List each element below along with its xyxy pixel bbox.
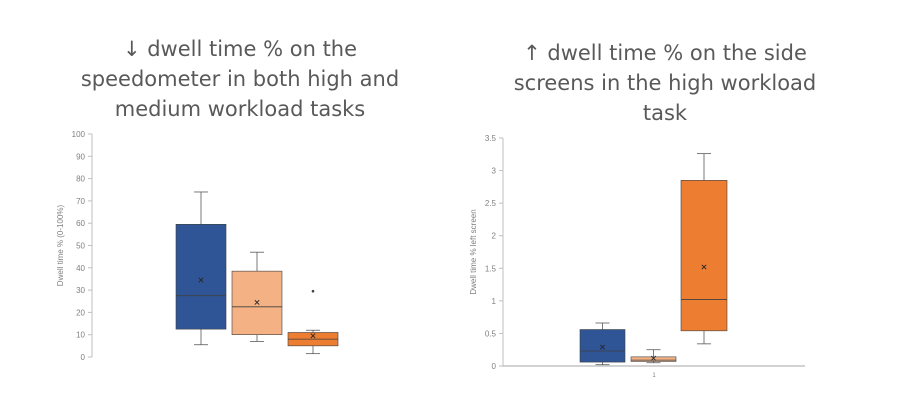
y-tick: 1: [492, 297, 503, 306]
chart-left-plot: 0 10 20 30 40 50 60 70 80 90 100 Dwell time % (0-10…: [56, 130, 339, 362]
y-tick: 2.5: [485, 199, 503, 208]
y-tick: 70: [76, 197, 92, 206]
mean-marker: [198, 277, 204, 283]
y-tick-label: 70: [76, 197, 85, 206]
y-tick: 20: [76, 308, 92, 317]
box-3: [287, 289, 339, 355]
y-tick-label: 20: [76, 308, 85, 317]
y-tick-label: 80: [76, 175, 85, 184]
y-tick-label: 50: [76, 242, 85, 251]
mean-marker: [701, 264, 707, 270]
y-tick-label: 2.5: [485, 199, 497, 208]
y-tick: 3: [492, 167, 503, 176]
outlier-point: [311, 289, 315, 293]
y-tick: 60: [76, 219, 92, 228]
y-tick-label: 3: [492, 167, 497, 176]
mean-marker: [650, 355, 657, 361]
y-tick-label: 40: [76, 264, 85, 273]
box-2: [231, 251, 283, 342]
y-tick-label: 0: [81, 353, 86, 362]
y-tick: 0: [492, 362, 503, 371]
y-tick: 0.5: [485, 329, 503, 338]
chart-left: ↓ dwell time % on the speedometer in bot…: [56, 37, 400, 362]
y-tick: 100: [72, 130, 92, 139]
x-tick-label: 1: [652, 373, 656, 379]
y-tick: 2: [492, 232, 503, 241]
y-tick: 50: [76, 242, 92, 251]
y-tick-label: 3.5: [485, 134, 497, 143]
y-tick-label: 0: [492, 362, 497, 371]
y-tick-label: 10: [76, 331, 85, 340]
y-tick-label: 60: [76, 219, 85, 228]
box-1: [579, 322, 626, 366]
box-body: [630, 356, 677, 362]
mean-marker: [599, 344, 606, 350]
y-tick: 90: [76, 152, 92, 161]
y-tick-label: 30: [76, 286, 85, 295]
box-2: [630, 349, 677, 364]
y-tick: 80: [76, 175, 92, 184]
y-tick: 10: [76, 331, 92, 340]
chart-right: ↑ dwell time % on the side screens in th…: [455, 0, 911, 411]
box-body: [579, 329, 626, 363]
box-body: [175, 224, 227, 330]
chart-right-plot: 0 0.5 1 1.5 2 2.5 3 3.5 Dwell time % left screen…: [469, 134, 805, 379]
y-tick: 30: [76, 286, 92, 295]
mean-marker: [310, 333, 316, 339]
box-1: [175, 191, 227, 346]
mean-marker: [254, 299, 260, 305]
y-tick-label: 90: [76, 152, 85, 161]
box-3: [680, 153, 728, 345]
y-tick-label: 2: [492, 232, 497, 241]
y-tick-label: 100: [72, 130, 86, 139]
y-axis-label: Dwell time % (0-100%): [56, 204, 65, 286]
y-tick-label: 1: [492, 297, 497, 306]
y-axis-label: Dwell time % left screen: [469, 209, 478, 294]
box-body: [680, 180, 728, 332]
y-tick-label: 1.5: [485, 264, 497, 273]
y-tick: 40: [76, 264, 92, 273]
chart-right-title: ↑ dwell time % on the side screens in th…: [513, 41, 817, 125]
y-tick: 1.5: [485, 264, 503, 273]
y-tick: 0: [81, 353, 92, 362]
y-tick: 3.5: [485, 134, 503, 143]
chart-left-title: ↓ dwell time % on the speedometer in bot…: [80, 37, 400, 121]
y-tick-label: 0.5: [485, 329, 497, 338]
